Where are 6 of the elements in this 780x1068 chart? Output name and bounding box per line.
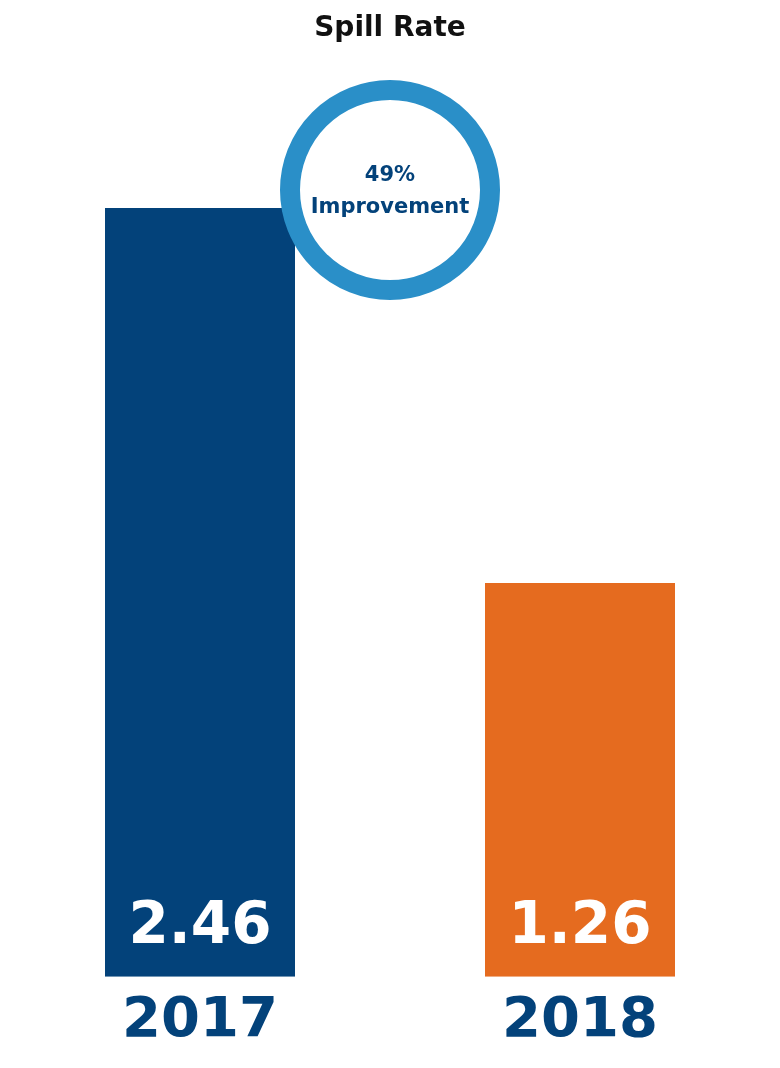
x-tick-label: 2018 bbox=[502, 983, 658, 1049]
chart-title: Spill Rate bbox=[314, 10, 466, 44]
annotation: 49% Improvement bbox=[309, 161, 471, 220]
data-label: 1.26 bbox=[508, 888, 652, 957]
x-tick-label: 2017 bbox=[122, 983, 278, 1049]
data-label: 2.46 bbox=[128, 888, 272, 957]
